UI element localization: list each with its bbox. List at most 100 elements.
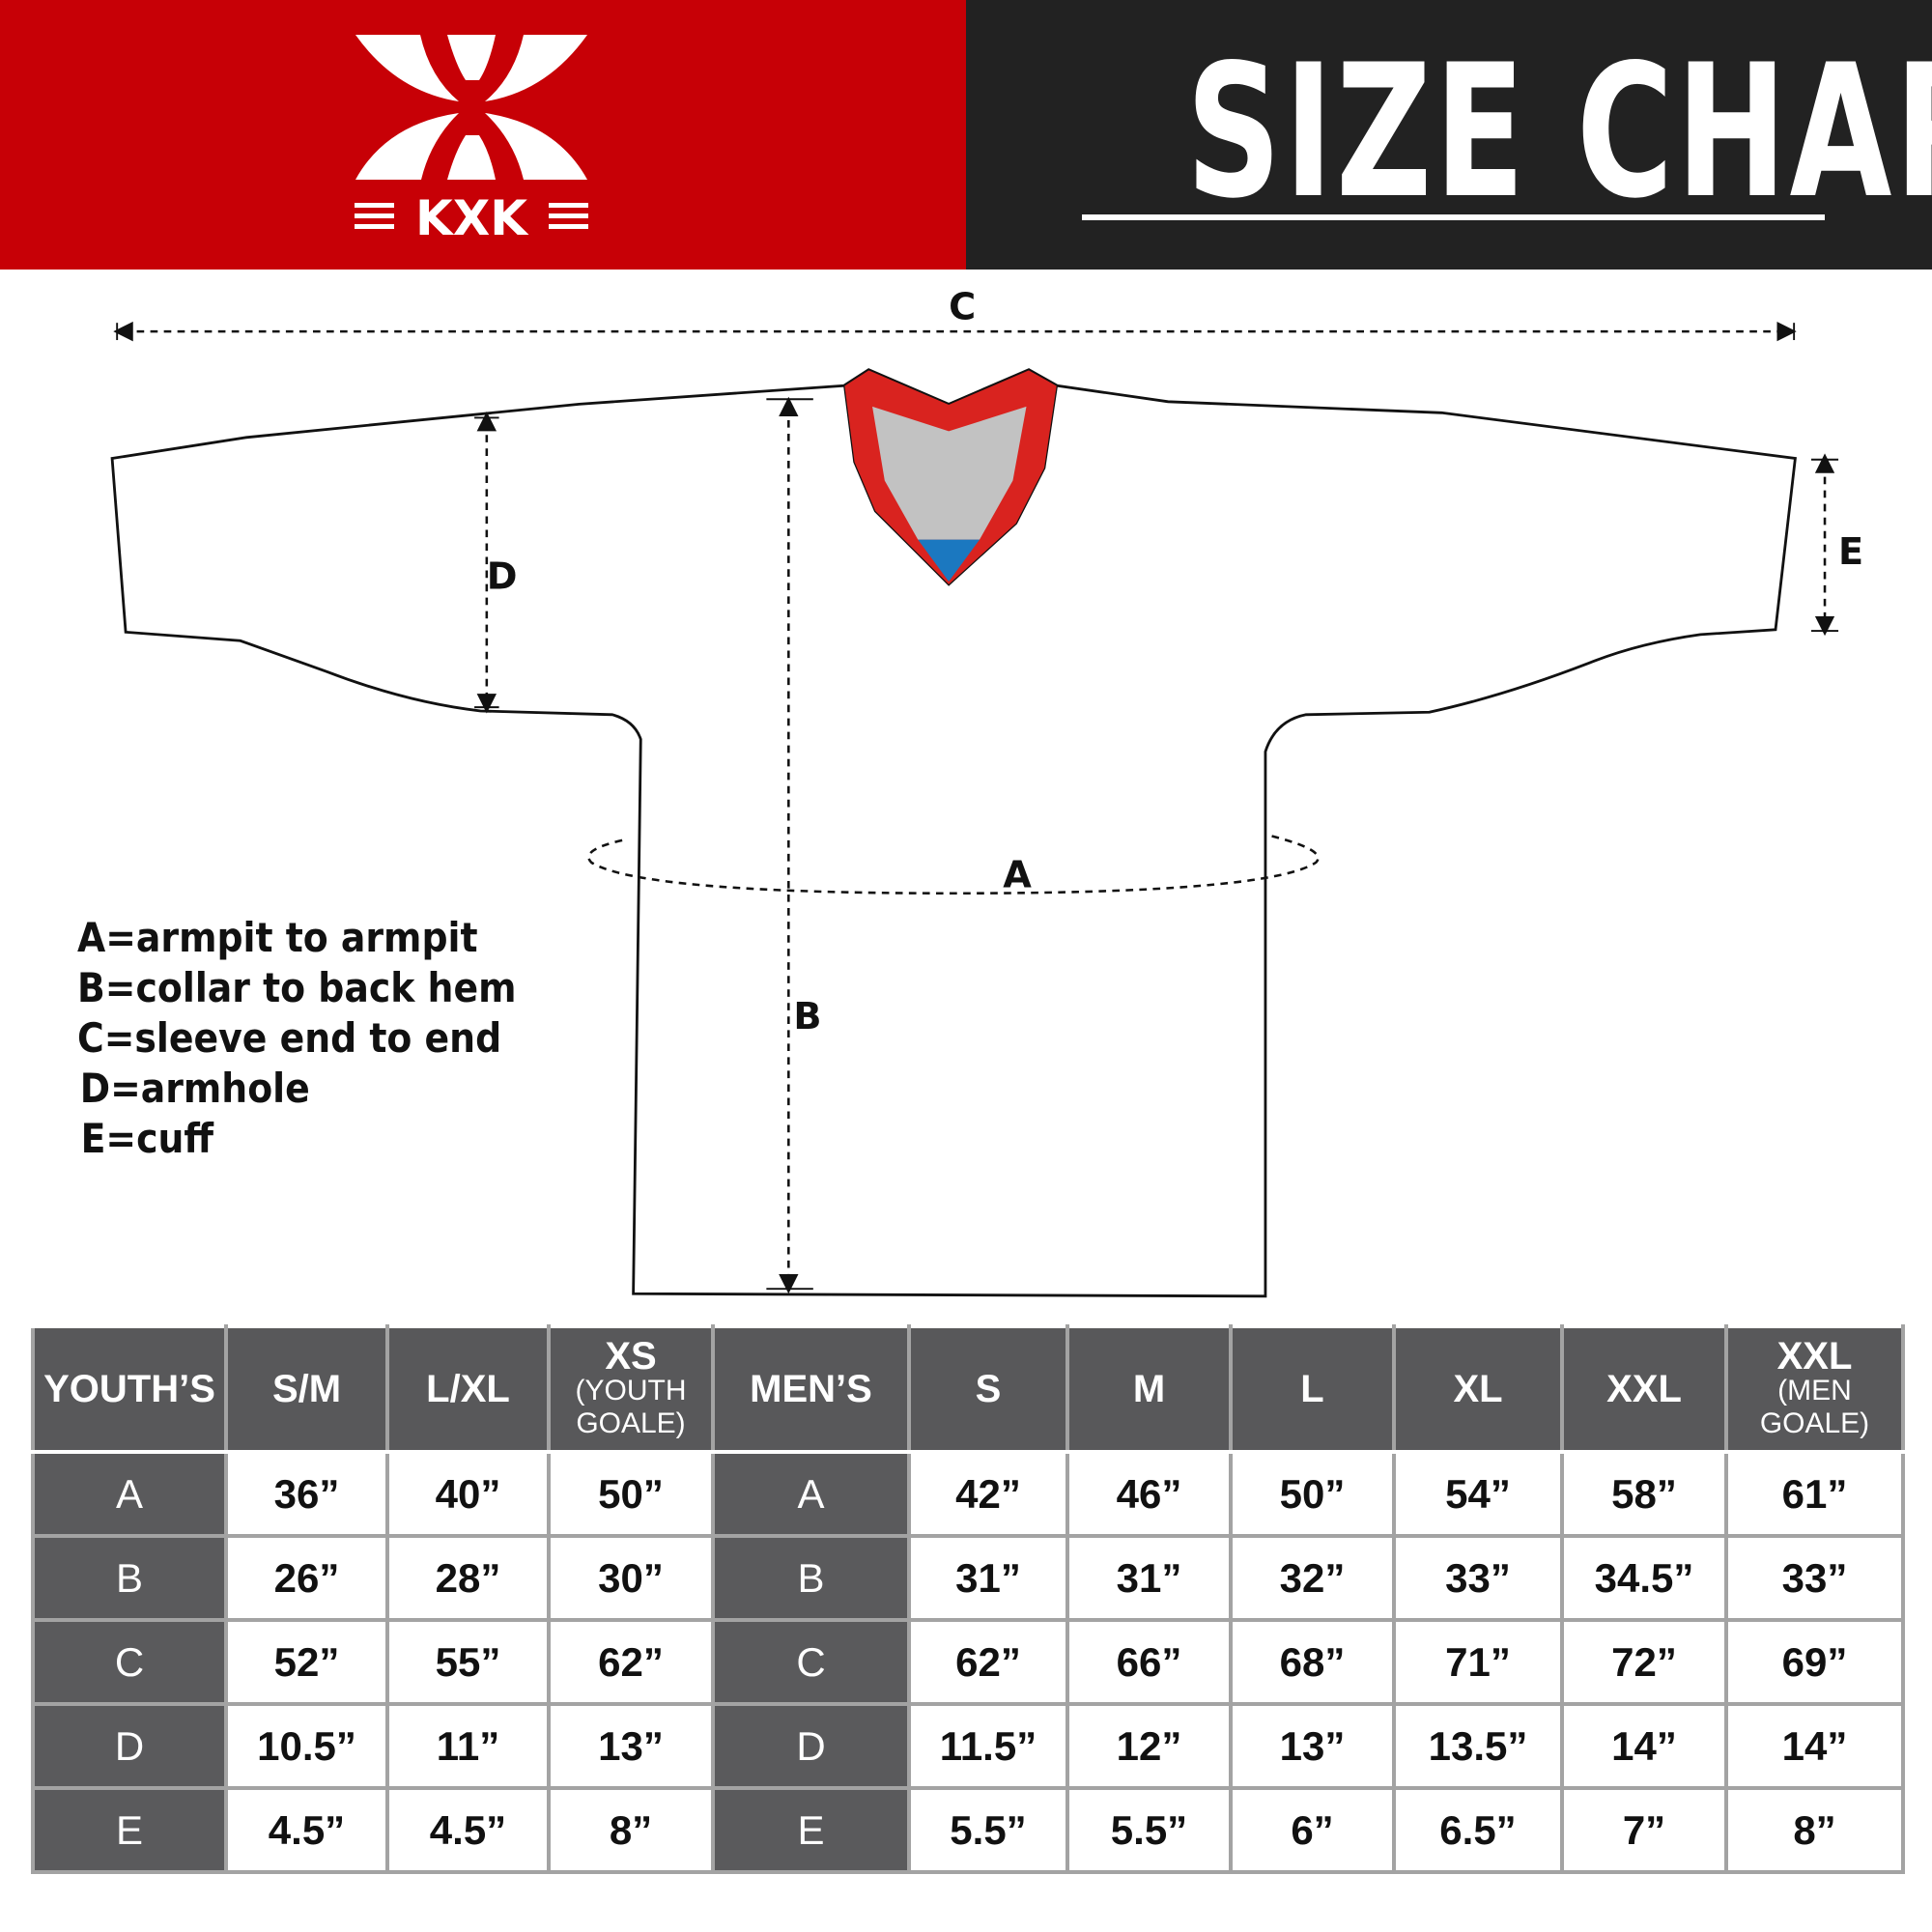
column-header-label: XS — [605, 1335, 657, 1378]
measurement-cell: 42” — [907, 1450, 1069, 1538]
row-label: E — [31, 1786, 228, 1874]
column-header-label: XXL — [1776, 1335, 1853, 1378]
legend-item: C=sleeve end to end — [77, 1014, 502, 1062]
measurement-cell: 7” — [1560, 1786, 1728, 1874]
row-label: D — [31, 1702, 228, 1790]
measurement-cell: 54” — [1392, 1450, 1564, 1538]
column-header-label: XL — [1453, 1368, 1503, 1410]
measurement-cell: 66” — [1065, 1618, 1233, 1706]
column-header-label: XXL — [1606, 1368, 1682, 1410]
measurement-cell: 14” — [1724, 1702, 1905, 1790]
table-row: A 36” 40” 50” A 42” 46” 50” 54” 58” 61” — [31, 1450, 1905, 1538]
measurement-cell: 61” — [1724, 1450, 1905, 1538]
collar-inner — [872, 406, 1027, 540]
jersey-outline — [110, 368, 1797, 1298]
column-header: XXL (MEN GOALE) — [1724, 1324, 1905, 1454]
measurement-cell: 34.5” — [1560, 1534, 1728, 1622]
measurement-cell: 50” — [547, 1450, 715, 1538]
measurement-cell: 32” — [1229, 1534, 1396, 1622]
measurement-cell: 62” — [907, 1618, 1069, 1706]
table-row: C 52” 55” 62” C 62” 66” 68” 71” 72” 69” — [31, 1618, 1905, 1706]
column-header-label: L — [1300, 1368, 1324, 1410]
measurement-cell: 62” — [547, 1618, 715, 1706]
measurement-cell: 50” — [1229, 1450, 1396, 1538]
column-header: S/M — [224, 1324, 389, 1454]
measurement-cell: 4.5” — [385, 1786, 551, 1874]
kxk-logo: KXK — [355, 35, 588, 246]
column-header-label: YOUTH’S — [43, 1368, 215, 1410]
measurement-cell: 6” — [1229, 1786, 1396, 1874]
measurement-cell: 8” — [547, 1786, 715, 1874]
measurement-cell: 52” — [224, 1618, 389, 1706]
measurement-cell: 33” — [1392, 1534, 1564, 1622]
column-header: XL — [1392, 1324, 1564, 1454]
table-row: D 10.5” 11” 13” D 11.5” 12” 13” 13.5” 14” 14” — [31, 1702, 1905, 1790]
column-header: YOUTH’S — [31, 1324, 228, 1454]
measurement-cell: 14” — [1560, 1702, 1728, 1790]
column-header-label: S — [975, 1368, 1002, 1410]
legend-item: D=armhole — [79, 1065, 310, 1112]
row-label: B — [31, 1534, 228, 1622]
table-row: E 4.5” 4.5” 8” E 5.5” 5.5” 6” 6.5” 7” 8” — [31, 1786, 1905, 1874]
measurement-cell: 40” — [385, 1450, 551, 1538]
column-header-label: S/M — [271, 1368, 342, 1410]
row-label: C — [31, 1618, 228, 1706]
size-table: YOUTH’S S/M L/XL XS (YOUTH GOALE) MEN’S S M L XL X… — [31, 1324, 1905, 1874]
table-row: B 26” 28” 30” B 31” 31” 32” 33” 34.5” 33” — [31, 1534, 1905, 1622]
label-b: B — [793, 995, 821, 1038]
measurement-cell: 5.5” — [907, 1786, 1069, 1874]
column-header: L/XL — [385, 1324, 551, 1454]
column-header: XXL — [1560, 1324, 1728, 1454]
column-header-label: L/XL — [426, 1368, 510, 1410]
measurement-cell: 33” — [1724, 1534, 1905, 1622]
label-a: A — [1003, 853, 1032, 896]
row-label: A — [711, 1450, 911, 1538]
measurement-cell: 13.5” — [1392, 1702, 1564, 1790]
column-header: S — [907, 1324, 1069, 1454]
measurement-cell: 55” — [385, 1618, 551, 1706]
measurement-cell: 30” — [547, 1534, 715, 1622]
measurement-cell: 36” — [224, 1450, 389, 1538]
column-header: XS (YOUTH GOALE) — [547, 1324, 715, 1454]
measurement-cell: 6.5” — [1392, 1786, 1564, 1874]
legend-item: A=armpit to armpit — [77, 914, 478, 961]
row-label: E — [711, 1786, 911, 1874]
column-header: L — [1229, 1324, 1396, 1454]
measurement-cell: 12” — [1065, 1702, 1233, 1790]
column-header-sublabel: (MEN GOALE) — [1759, 1375, 1870, 1439]
row-label: A — [31, 1450, 228, 1538]
measurement-cell: 11” — [385, 1702, 551, 1790]
measurement-cell: 5.5” — [1065, 1786, 1233, 1874]
measurement-cell: 11.5” — [907, 1702, 1069, 1790]
label-e: E — [1838, 530, 1863, 574]
legend-item: E=cuff — [80, 1115, 214, 1162]
measurement-cell: 69” — [1724, 1618, 1905, 1706]
measurement-cell: 28” — [385, 1534, 551, 1622]
title-underline — [1082, 214, 1825, 220]
label-c: C — [949, 285, 976, 328]
measurement-cell: 8” — [1724, 1786, 1905, 1874]
measurement-cell: 71” — [1392, 1618, 1564, 1706]
column-header: M — [1065, 1324, 1233, 1454]
measurement-cell: 13” — [547, 1702, 715, 1790]
row-label: B — [711, 1534, 911, 1622]
logo-wordmark: KXK — [415, 190, 529, 246]
measurement-cell: 26” — [224, 1534, 389, 1622]
measurement-cell: 68” — [1229, 1618, 1396, 1706]
measurement-cell: 4.5” — [224, 1786, 389, 1874]
measurement-legend: A=armpit to armpit B=collar to back hem … — [77, 913, 516, 1164]
table-header-row: YOUTH’S S/M L/XL XS (YOUTH GOALE) MEN’S S M L XL X… — [31, 1324, 1905, 1454]
row-label: D — [711, 1702, 911, 1790]
collar-insert — [918, 539, 980, 582]
row-label: C — [711, 1618, 911, 1706]
dimension-a-ellipse — [587, 834, 1320, 895]
measurement-cell: 10.5” — [224, 1702, 389, 1790]
measurement-cell: 72” — [1560, 1618, 1728, 1706]
measurement-cell: 58” — [1560, 1450, 1728, 1538]
column-header-label: M — [1132, 1368, 1166, 1410]
legend-item: B=collar to back hem — [77, 964, 517, 1011]
measurement-cell: 13” — [1229, 1702, 1396, 1790]
measurement-cell: 31” — [1065, 1534, 1233, 1622]
